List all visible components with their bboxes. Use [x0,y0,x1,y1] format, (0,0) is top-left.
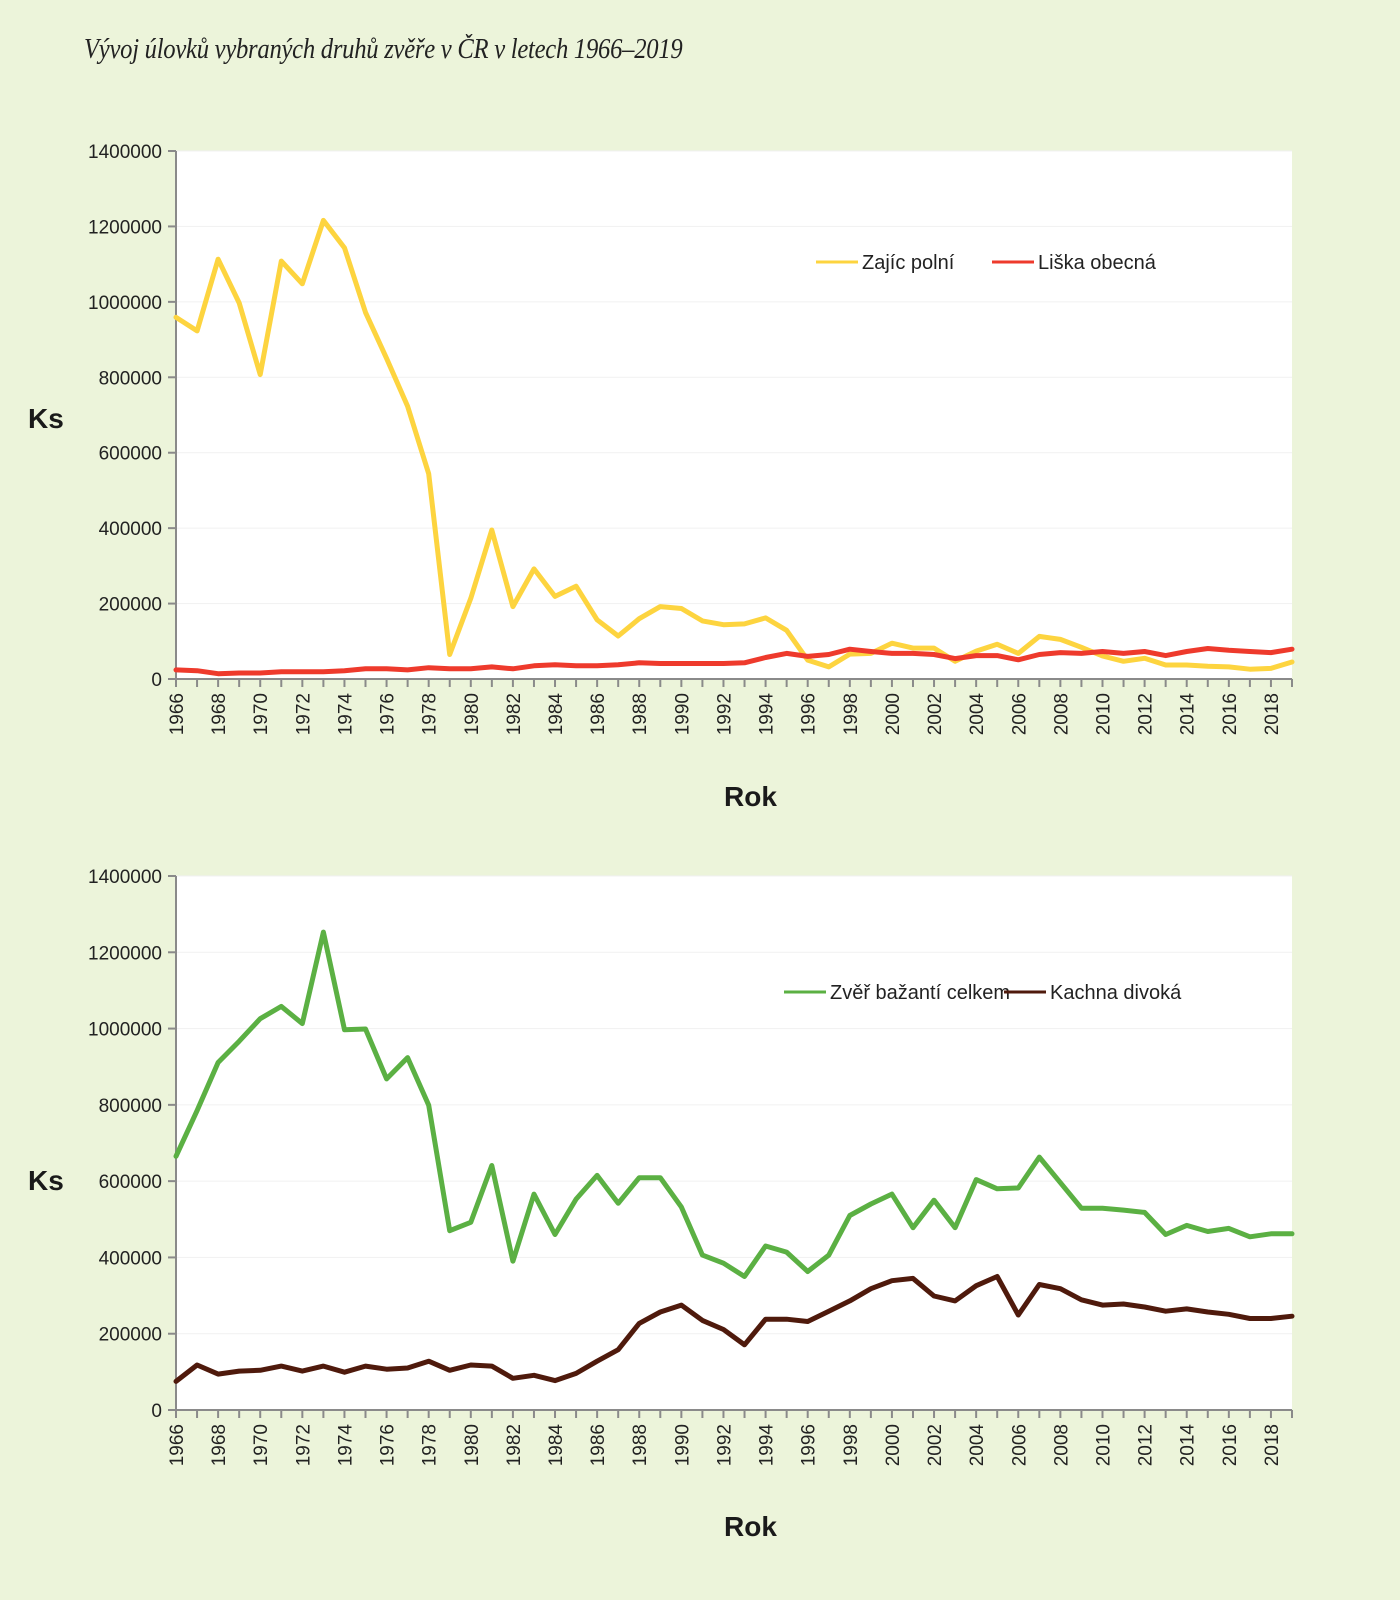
chart-hare-fox: 0 200000 400000 600000 800000 1000000 1200000 1… [28,142,1295,812]
x-tick-label: 2008 [1051,1424,1072,1466]
y-tick-label: 1000000 [88,293,162,314]
legend-label-0: Zajíc polní [862,252,955,274]
x-tick-label: 2014 [1178,693,1199,736]
y-tick-label: 600000 [99,1172,162,1193]
x-tick-label: 1966 [167,1424,188,1466]
x-tick-label: 2006 [1009,693,1030,735]
x-tick-label: 1998 [841,1424,862,1466]
x-tick-label: 1992 [714,693,735,735]
x-tick-label: 1980 [462,693,483,735]
x-tick-label: 1978 [420,1424,441,1466]
y-axis-title: Ks [28,403,64,434]
x-tick-label: 1972 [293,1424,314,1466]
x-tick-label: 1966 [167,693,188,735]
x-tick-label: 2018 [1262,693,1283,735]
legend-label-1: Liška obecná [1038,252,1157,274]
y-tick-label: 400000 [99,519,162,540]
series-line-zv-ba-ant-celkem [173,929,1295,1279]
x-tick-label: 1988 [630,693,651,735]
x-tick-label: 1982 [504,693,525,735]
x-tick-label: 1978 [420,693,441,735]
x-tick-label: 2000 [883,1424,904,1466]
x-tick-label: 2002 [925,693,946,735]
y-tick-label: 1200000 [88,943,162,964]
x-tick-label: 1988 [630,1424,651,1466]
y-tick-label: 200000 [99,595,162,616]
y-tick-label: 200000 [99,1325,162,1346]
x-tick-label: 1984 [546,693,567,736]
x-tick-label: 1990 [672,693,693,735]
x-tick-label: 1982 [504,1424,525,1466]
x-tick-label: 2012 [1136,1424,1157,1466]
series-line-zaj-c-poln- [173,217,1295,672]
x-tick-label: 1970 [251,1424,272,1466]
x-tick-label: 1968 [209,693,230,735]
y-tick-label: 800000 [99,368,162,389]
y-axis-title: Ks [28,1165,64,1196]
legend-label-1: Kachna divoká [1050,982,1182,1004]
x-tick-label: 1980 [462,1424,483,1466]
x-tick-label: 1974 [335,1424,356,1467]
x-tick-label: 1974 [335,693,356,736]
series-line-kachna-divok- [173,1274,1295,1384]
x-axis-title: Rok [724,1511,777,1542]
x-tick-label: 2004 [967,1424,988,1467]
y-tick-label: 600000 [99,444,162,465]
x-tick-label: 1972 [293,693,314,735]
x-tick-label: 1986 [588,1424,609,1466]
y-tick-label: 1200000 [88,217,162,238]
plot-area [176,151,1292,679]
x-tick-label: 2014 [1178,1424,1199,1467]
x-tick-label: 1970 [251,693,272,735]
x-tick-label: 1992 [714,1424,735,1466]
y-tick-label: 0 [151,1401,162,1422]
x-tick-label: 2016 [1220,693,1241,735]
series-line-li-ka-obecn- [173,646,1295,677]
x-tick-label: 1996 [799,1424,820,1466]
y-tick-label: 1400000 [88,867,162,888]
x-tick-label: 1986 [588,693,609,735]
x-tick-label: 2016 [1220,1424,1241,1466]
x-tick-label: 2006 [1009,1424,1030,1466]
x-tick-label: 2018 [1262,1424,1283,1466]
y-tick-label: 1000000 [88,1020,162,1041]
plot-area [176,876,1292,1410]
legend-label-0: Zvěř bažantí celkem [830,982,1010,1004]
x-tick-label: 2008 [1051,693,1072,735]
x-tick-label: 2004 [967,693,988,736]
x-tick-label: 2010 [1093,693,1114,735]
y-tick-label: 1400000 [88,142,162,163]
page-title: Vývoj úlovků vybraných druhů zvěře v ČR … [84,34,683,65]
y-tick-label: 0 [151,670,162,691]
x-tick-label: 1998 [841,693,862,735]
x-tick-label: 1976 [378,693,399,735]
x-tick-label: 2000 [883,693,904,735]
x-tick-label: 1994 [757,1424,778,1467]
y-tick-label: 800000 [99,1096,162,1117]
x-tick-label: 1990 [672,1424,693,1466]
x-tick-label: 1984 [546,1424,567,1467]
x-axis-title: Rok [724,781,777,812]
y-tick-label: 400000 [99,1248,162,1269]
x-tick-label: 2002 [925,1424,946,1466]
x-tick-label: 2012 [1136,693,1157,735]
x-tick-label: 1976 [378,1424,399,1466]
x-tick-label: 1968 [209,1424,230,1466]
x-tick-label: 1996 [799,693,820,735]
x-tick-label: 2010 [1093,1424,1114,1466]
x-tick-label: 1994 [757,693,778,736]
